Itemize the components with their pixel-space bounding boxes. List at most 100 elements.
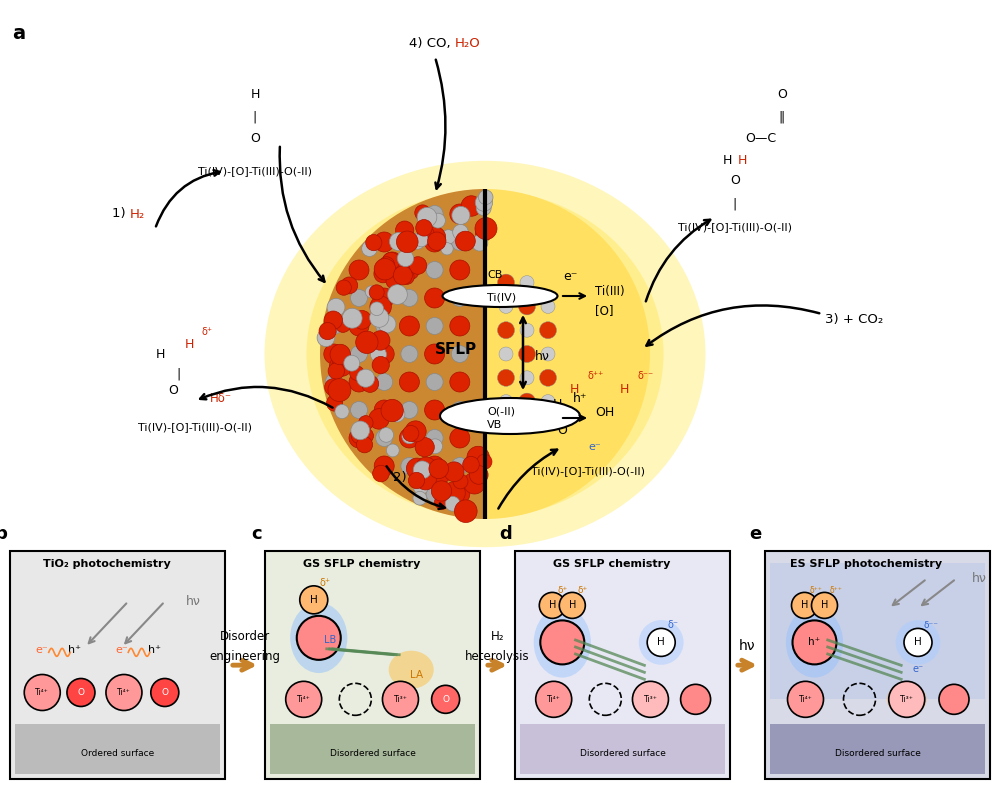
Circle shape [540,322,556,339]
Circle shape [374,288,394,308]
Circle shape [409,256,427,274]
Circle shape [376,317,393,335]
Circle shape [332,356,352,376]
Text: Disorder: Disorder [220,630,270,643]
Circle shape [330,357,348,375]
Ellipse shape [887,683,927,715]
Circle shape [356,436,373,453]
Text: GS SFLP chemistry: GS SFLP chemistry [303,559,420,570]
Circle shape [399,316,419,336]
Text: δ⁻⁻: δ⁻⁻ [924,622,939,630]
Text: Ti⁴⁺: Ti⁴⁺ [799,695,812,704]
Circle shape [413,479,429,495]
Text: δ⁻: δ⁻ [667,620,678,630]
Circle shape [904,628,932,657]
Circle shape [499,395,513,408]
Circle shape [408,472,425,489]
Circle shape [376,373,393,391]
Circle shape [401,289,418,307]
Circle shape [351,421,370,439]
Circle shape [374,258,396,280]
Circle shape [401,458,418,475]
Circle shape [359,415,373,430]
Circle shape [451,345,468,363]
Circle shape [342,308,362,328]
Circle shape [382,252,400,270]
Text: engineering: engineering [210,650,280,663]
Circle shape [401,233,418,251]
Circle shape [539,592,565,618]
Circle shape [319,323,336,340]
Circle shape [536,682,572,718]
Circle shape [518,345,536,363]
Circle shape [328,363,345,380]
Circle shape [559,592,585,618]
Text: H₂: H₂ [130,208,145,221]
Circle shape [383,403,400,420]
Circle shape [365,286,377,298]
Circle shape [327,395,343,411]
Circle shape [811,592,837,618]
Text: ES SFLP photochemistry: ES SFLP photochemistry [790,559,942,570]
Circle shape [896,620,940,665]
Text: O: O [777,88,787,101]
Circle shape [413,491,427,505]
Text: hν: hν [972,572,987,585]
FancyBboxPatch shape [270,724,475,774]
Text: LA: LA [410,670,423,680]
Circle shape [647,628,675,657]
Circle shape [520,276,534,289]
Circle shape [393,266,412,285]
Circle shape [472,235,488,251]
Circle shape [398,237,413,252]
Text: Ti(III): Ti(III) [595,284,625,297]
Text: c: c [251,525,262,543]
Circle shape [386,274,401,288]
Circle shape [382,252,402,272]
Circle shape [518,298,536,315]
Circle shape [431,481,452,501]
Text: h⁺: h⁺ [536,412,548,422]
Text: Disordered surface: Disordered surface [330,749,415,758]
Text: LB: LB [324,635,336,645]
Circle shape [362,240,377,256]
Circle shape [454,500,477,523]
Circle shape [362,376,379,392]
Circle shape [325,317,342,335]
Text: heterolysis: heterolysis [465,650,530,663]
Circle shape [445,496,460,511]
Text: e⁻: e⁻ [115,646,128,655]
Circle shape [351,428,367,443]
Circle shape [344,356,360,372]
Text: h⁺: h⁺ [148,646,161,655]
Wedge shape [320,189,485,519]
Circle shape [450,260,470,280]
Circle shape [426,430,443,447]
Circle shape [358,428,373,443]
Circle shape [425,344,445,364]
Text: O: O [442,695,449,704]
Circle shape [681,684,711,714]
Circle shape [397,250,414,267]
Text: |: | [733,197,737,210]
Circle shape [444,462,464,482]
Circle shape [399,428,419,448]
Circle shape [499,300,513,313]
Circle shape [497,417,514,434]
Text: e⁻: e⁻ [36,646,49,655]
Text: h⁺: h⁺ [808,638,821,647]
Circle shape [357,369,375,388]
Text: SFLP: SFLP [435,341,477,356]
Circle shape [382,682,418,718]
Text: H: H [620,383,629,396]
Ellipse shape [534,607,591,678]
Text: OH: OH [595,407,614,419]
Circle shape [426,261,443,279]
Circle shape [441,229,456,244]
Circle shape [370,302,384,316]
Circle shape [431,213,445,228]
Text: h⁺: h⁺ [68,646,81,655]
Text: H: H [250,88,260,101]
Circle shape [520,419,534,432]
Circle shape [461,196,482,217]
